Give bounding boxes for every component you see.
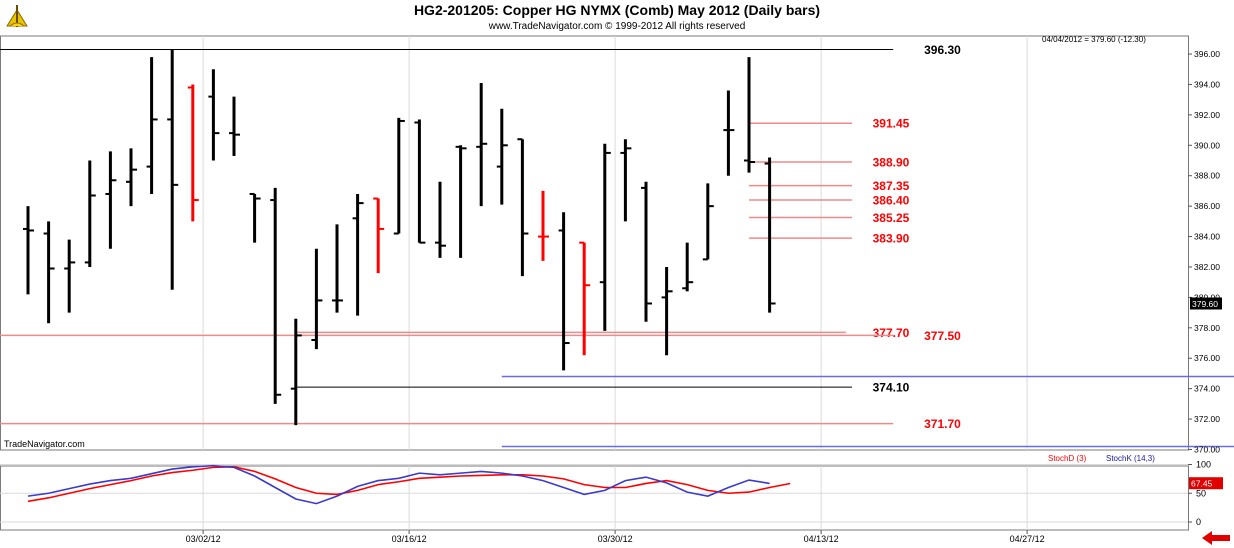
stoch-last-value-label: 67.45 [1191, 479, 1213, 489]
y-tick-label: 378.00 [1194, 323, 1220, 333]
last-price-label: 379.60 [1192, 299, 1218, 309]
watermark-text: TradeNavigator.com [4, 439, 85, 449]
y-tick-label: 394.00 [1194, 79, 1220, 89]
last-price-box [1190, 297, 1222, 310]
price-panel-frame [0, 35, 1189, 451]
chart-title: HG2-201205: Copper HG NYMX (Comb) May 20… [413, 2, 821, 18]
x-tick-label: 04/27/12 [1010, 534, 1045, 544]
level-label-391-45: 391.45 [873, 117, 910, 131]
y-tick-label: 396.00 [1194, 49, 1220, 59]
level-label-383-90: 383.90 [873, 232, 910, 246]
x-tick-label: 03/30/12 [598, 534, 633, 544]
stoch-line-stochd [27, 465, 791, 503]
level-label-371-70: 371.70 [924, 417, 961, 431]
x-tick-label: 03/16/12 [392, 534, 427, 544]
level-label-385-25: 385.25 [873, 211, 910, 225]
x-tick-label: 04/13/12 [804, 534, 839, 544]
y-tick-label: 388.00 [1194, 171, 1220, 181]
level-label-388-90: 388.90 [873, 156, 910, 170]
y-tick-label: 372.00 [1194, 414, 1220, 424]
date-value-readout: 04/04/2012 = 379.60 (-12.30) [1042, 35, 1146, 44]
y-tick-label: 370.00 [1194, 445, 1220, 455]
legend-stochk: StochK (14,3) [1106, 454, 1155, 463]
y-tick-label: 376.00 [1194, 353, 1220, 363]
y-tick-label: 390.00 [1194, 140, 1220, 150]
y-tick-label: 382.00 [1194, 262, 1220, 272]
y-tick-label: 374.00 [1194, 384, 1220, 394]
level-label-396-30: 396.30 [924, 43, 961, 57]
stoch-y-tick-label: 0 [1196, 517, 1201, 527]
level-label-386-40: 386.40 [873, 194, 910, 208]
legend-stochd: StochD (3) [1048, 454, 1087, 463]
stoch-y-tick-label: 50 [1196, 488, 1206, 498]
stoch-line-stochk [27, 464, 770, 505]
tradenavigator-logo-icon [6, 5, 28, 27]
y-tick-label: 384.00 [1194, 232, 1220, 242]
stoch-y-tick-label: 100 [1196, 460, 1211, 470]
x-tick-label: 03/02/12 [186, 534, 221, 544]
y-tick-label: 392.00 [1194, 110, 1220, 120]
stoch-last-value-box [1189, 477, 1223, 490]
level-label-374-10: 374.10 [873, 381, 910, 395]
y-tick-label: 380.00 [1194, 292, 1220, 302]
y-tick-label: 386.00 [1194, 201, 1220, 211]
level-label-377-50: 377.50 [924, 329, 961, 343]
stochastics-panel-frame [0, 465, 1189, 531]
level-label-377-70: 377.70 [873, 326, 910, 340]
level-label-387-35: 387.35 [873, 179, 910, 193]
copyright-subtitle: www.TradeNavigator.com © 1999-2012 All r… [488, 21, 746, 32]
scroll-left-arrow-icon[interactable] [1200, 530, 1232, 546]
